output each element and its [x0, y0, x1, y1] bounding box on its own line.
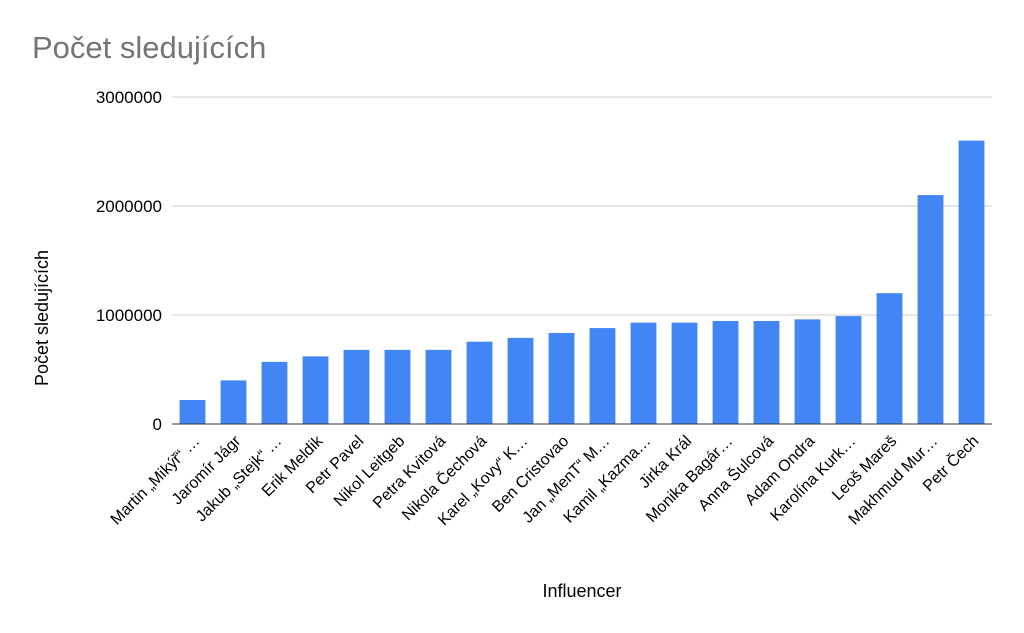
y-axis-title: Počet sledujících: [32, 250, 52, 386]
bar: [425, 349, 452, 424]
bar: [220, 380, 247, 424]
y-axis-ticks: 0 1000000 2000000 3000000: [96, 88, 162, 434]
bar: [589, 328, 616, 424]
bar: [876, 293, 903, 424]
bar: [630, 322, 657, 424]
bar: [343, 349, 370, 424]
x-axis-title: Influencer: [542, 581, 621, 601]
bars: [179, 140, 985, 424]
bar: [261, 361, 288, 424]
bar: [835, 316, 862, 424]
bar: [179, 400, 206, 424]
bar: [507, 337, 534, 424]
bar: [753, 320, 780, 424]
y-tick-label: 2000000: [96, 197, 162, 216]
bar: [917, 195, 944, 424]
y-tick-label: 1000000: [96, 306, 162, 325]
y-tick-label: 3000000: [96, 88, 162, 107]
bar: [794, 319, 821, 424]
gridlines: [172, 96, 992, 316]
bar: [958, 140, 985, 424]
y-tick-label: 0: [153, 415, 162, 434]
chart-title: Počet sledujících: [32, 30, 266, 65]
bar: [712, 320, 739, 424]
bar: [548, 332, 575, 424]
bar: [384, 349, 411, 424]
bar: [671, 322, 698, 424]
bar: [466, 341, 493, 424]
bar: [302, 356, 329, 424]
